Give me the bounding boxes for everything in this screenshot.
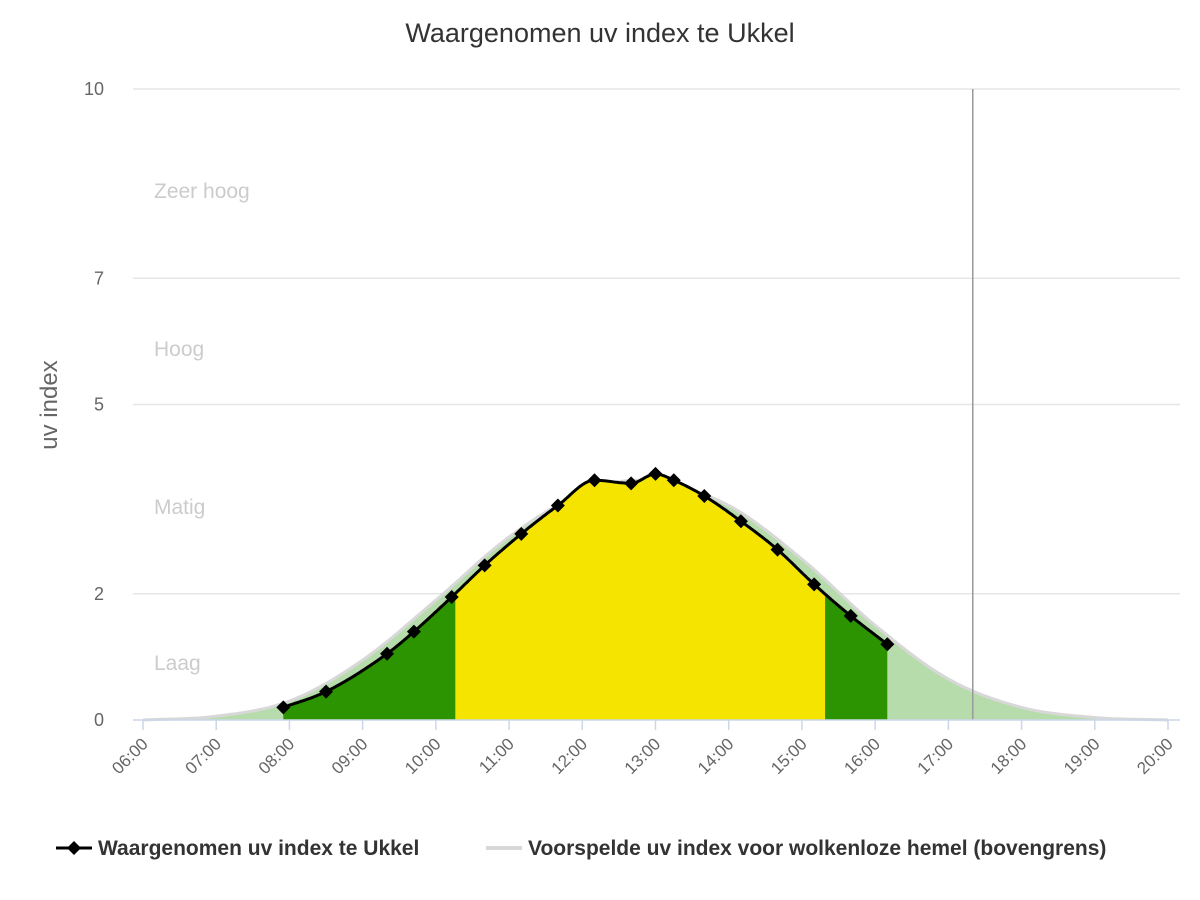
observed-point[interactable] — [733, 514, 748, 529]
x-tick-label: 18:00 — [987, 734, 1031, 778]
x-tick-label: 14:00 — [694, 734, 738, 778]
uv-zone-fill — [455, 473, 826, 720]
chart-title: Waargenomen uv index te Ukkel — [405, 18, 794, 48]
observed-point[interactable] — [843, 608, 858, 623]
x-tick-label: 13:00 — [621, 734, 665, 778]
y-tick-label: 2 — [94, 584, 104, 604]
observed-point[interactable] — [697, 488, 712, 503]
y-tick-label: 7 — [94, 268, 104, 288]
zone-label-zeer-hoog: Zeer hoog — [154, 180, 250, 203]
observed-point[interactable] — [444, 589, 459, 604]
observed-point[interactable] — [406, 624, 421, 639]
legend: Waargenomen uv index te Ukkel Voorspelde… — [56, 837, 1106, 860]
observed-point[interactable] — [880, 637, 895, 652]
observed-point[interactable] — [477, 558, 492, 573]
legend-item-observed[interactable]: Waargenomen uv index te Ukkel — [56, 837, 419, 860]
legend-observed-label: Waargenomen uv index te Ukkel — [98, 837, 419, 860]
zone-label-laag: Laag — [154, 652, 201, 675]
x-tick-label: 06:00 — [108, 734, 152, 778]
uv-zone-fill — [283, 593, 456, 720]
observed-point[interactable] — [550, 498, 565, 513]
uv-zone-fill — [825, 594, 888, 720]
y-tick-label: 0 — [94, 710, 104, 730]
x-tick-label: 09:00 — [328, 734, 372, 778]
y-tick-label: 5 — [94, 395, 104, 415]
observed-point[interactable] — [514, 526, 529, 541]
y-axis-label: uv index — [36, 360, 63, 449]
observed-point[interactable] — [666, 473, 681, 488]
observed-point[interactable] — [276, 700, 291, 715]
observed-point[interactable] — [380, 646, 395, 661]
observed-point[interactable] — [624, 476, 639, 491]
legend-diamond-icon — [67, 841, 81, 855]
x-tick-label: 08:00 — [255, 734, 299, 778]
observed-point[interactable] — [587, 473, 602, 488]
observed-point[interactable] — [770, 542, 785, 557]
x-tick-label: 16:00 — [840, 734, 884, 778]
y-tick-label: 10 — [84, 79, 104, 99]
x-tick-label: 11:00 — [475, 734, 518, 777]
observed-point[interactable] — [648, 466, 663, 481]
observed-point[interactable] — [807, 577, 822, 592]
x-tick-label: 19:00 — [1060, 734, 1104, 778]
x-tick-label: 15:00 — [767, 734, 811, 778]
x-tick-label: 20:00 — [1133, 734, 1177, 778]
x-tick-label: 12:00 — [548, 734, 592, 778]
x-tick-label: 17:00 — [914, 734, 958, 778]
legend-item-forecast[interactable]: Voorspelde uv index voor wolkenloze heme… — [486, 837, 1106, 860]
observed-point[interactable] — [319, 684, 334, 699]
zone-label-hoog: Hoog — [154, 338, 204, 361]
zone-label-matig: Matig — [154, 496, 205, 519]
legend-forecast-label: Voorspelde uv index voor wolkenloze heme… — [528, 837, 1106, 860]
x-tick-label: 10:00 — [401, 734, 445, 778]
x-tick-label: 07:00 — [182, 734, 226, 778]
